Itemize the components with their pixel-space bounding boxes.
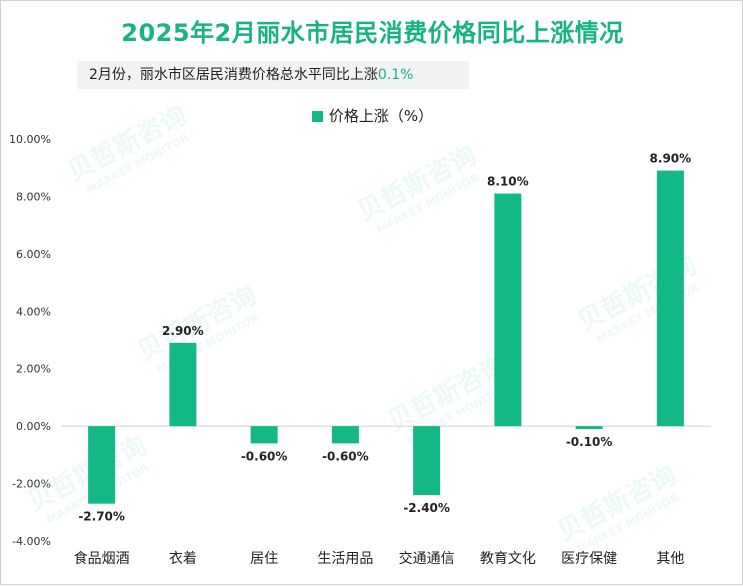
chart-title: 2025年2月丽水市居民消费价格同比上涨情况 [121, 19, 624, 47]
bar [331, 426, 359, 444]
bar [656, 170, 684, 427]
data-label: -2.70% [78, 510, 125, 524]
x-tick-label: 医疗保健 [561, 551, 617, 567]
y-tick-label: -4.00% [12, 535, 51, 548]
bar [250, 426, 278, 444]
chart-subtitle: 2月份，丽水市区居民消费价格总水平同比上涨0.1% [77, 61, 469, 89]
data-label: -0.60% [322, 449, 369, 463]
y-tick-label: 0.00% [16, 420, 51, 433]
x-tick-label: 其他 [656, 551, 684, 567]
y-tick-label: 4.00% [16, 305, 51, 318]
data-labels: -2.70% 2.90% -0.60% -0.60% -2.40% 8.10% -0.10%… [78, 152, 691, 524]
x-tick-label: 食品烟酒 [74, 550, 130, 567]
y-tick-label: -2.00% [12, 478, 51, 491]
x-tick-label: 生活用品 [317, 551, 373, 567]
bar [413, 426, 441, 496]
y-tick-label: 10.00% [9, 133, 51, 146]
legend-label: 价格上涨（%） [328, 107, 434, 125]
y-tick-label: 6.00% [16, 248, 51, 261]
data-label: 8.90% [650, 152, 692, 166]
legend: 价格上涨（%） [1, 105, 743, 126]
x-tick-label: 教育文化 [480, 551, 536, 567]
legend-swatch [311, 111, 323, 122]
y-tick-label: 2.00% [16, 363, 51, 376]
bar [169, 342, 197, 427]
data-label: 8.10% [487, 175, 529, 189]
y-axis: 10.00% 8.00% 6.00% 4.00% 2.00% 0.00% -2.00% -4.… [9, 133, 51, 548]
bars [88, 170, 684, 504]
x-tick-label: 衣着 [169, 551, 197, 567]
y-tick-label: 8.00% [16, 190, 51, 203]
data-label: -0.10% [566, 435, 613, 449]
data-label: -0.60% [241, 449, 288, 463]
subtitle-value: 0.1% [377, 67, 414, 83]
x-tick-label: 居住 [250, 551, 278, 567]
bar [88, 426, 116, 504]
bar [575, 426, 603, 430]
bar [494, 193, 522, 427]
subtitle-text: 2月份，丽水市区居民消费价格总水平同比上涨 [89, 67, 378, 83]
x-axis: 食品烟酒 衣着 居住 生活用品 交通通信 教育文化 医疗保健 其他 [74, 550, 685, 567]
data-label: 2.90% [162, 324, 204, 338]
x-tick-label: 交通通信 [399, 550, 455, 567]
data-label: -2.40% [403, 501, 450, 515]
